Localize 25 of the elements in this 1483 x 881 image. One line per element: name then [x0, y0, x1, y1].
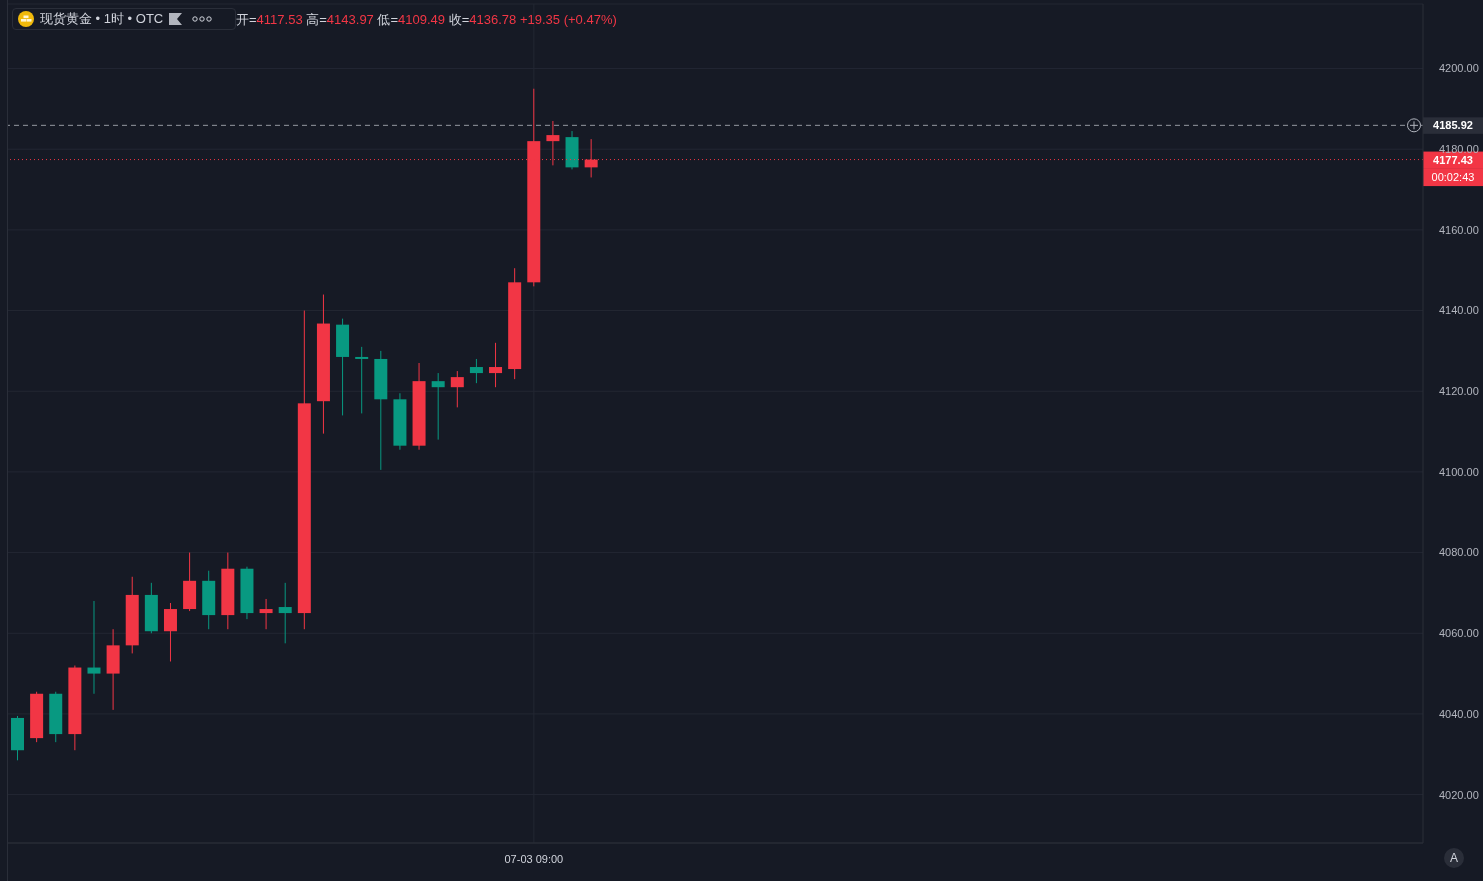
- y-tick-label: 4040.00: [1439, 707, 1479, 720]
- candlestick: [259, 598, 273, 630]
- y-tick-label: 4120.00: [1439, 385, 1479, 398]
- y-tick-label: 4020.00: [1439, 788, 1479, 801]
- text: 开=4117.53 高=4143.97 低=4109.49 收=4136.78 +19.35 (+0.47%): [236, 12, 617, 27]
- x-tick-label: 07-03 09:00: [504, 852, 564, 865]
- candlestick: [355, 346, 369, 414]
- candlestick: [431, 372, 445, 441]
- y-tick-label: 4160.00: [1439, 223, 1479, 236]
- y-tick-label: 4080.00: [1439, 546, 1479, 559]
- y-tick-label: 4060.00: [1439, 627, 1479, 640]
- candlestick: [278, 582, 292, 644]
- y-tick-label: 4100.00: [1439, 465, 1479, 478]
- ref-line-label: 4177.43: [1433, 153, 1473, 166]
- candlestick: [489, 342, 503, 388]
- y-tick-label: 4140.00: [1439, 304, 1479, 317]
- candlestick: [450, 370, 464, 408]
- y-tick-label: 4200.00: [1439, 62, 1479, 75]
- candlestick: [163, 602, 177, 662]
- candlestick: [469, 358, 483, 384]
- candlestick: [87, 600, 101, 695]
- ref-line-label: 4185.92: [1433, 119, 1473, 132]
- text: 现货黄金 • 1时 • OTC: [40, 10, 164, 28]
- text: 00:02:43: [1431, 171, 1475, 184]
- round-button: A: [1444, 848, 1464, 868]
